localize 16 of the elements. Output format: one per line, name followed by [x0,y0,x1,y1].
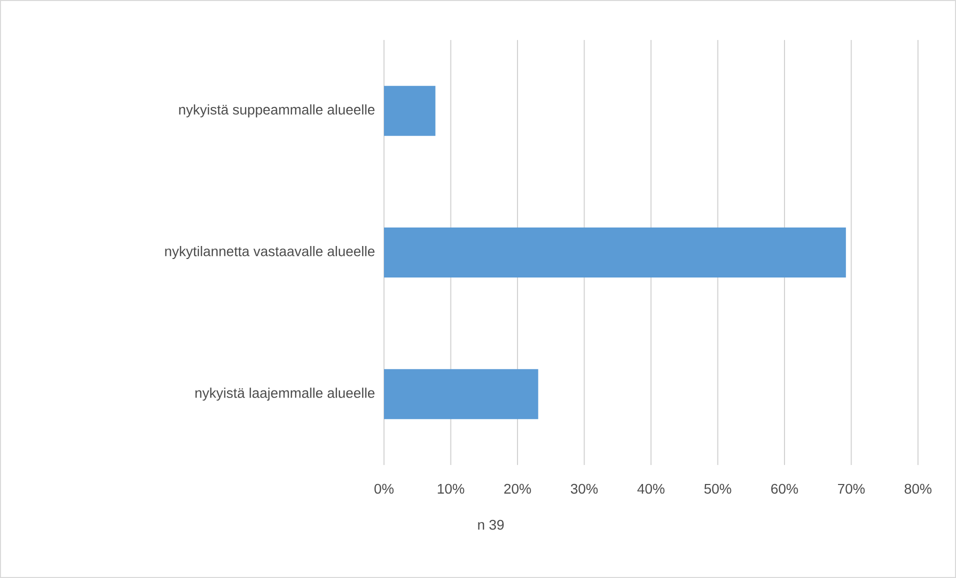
bar [384,228,846,278]
x-tick-label: 50% [704,484,732,494]
x-tick-label: 20% [504,484,531,494]
x-tick-label: 60% [771,484,798,494]
x-tick-label: 30% [570,484,598,494]
bar [384,86,436,136]
x-tick-label: 70% [838,484,865,494]
x-tick-label: 40% [637,484,664,494]
y-tick-label: nykytilannetta vastaavalle alueelle [165,246,374,259]
x-tick-label: 80% [904,484,932,494]
bar [384,369,538,420]
x-tick-label: 10% [438,484,464,494]
y-tick-label: nykyistä laajemmalle alueelle [195,388,374,401]
x-tick-label: 0% [374,484,394,494]
y-tick-label: nykyistä suppeammalle alueelle [179,104,374,118]
x-axis-title: n 39 [478,520,504,530]
